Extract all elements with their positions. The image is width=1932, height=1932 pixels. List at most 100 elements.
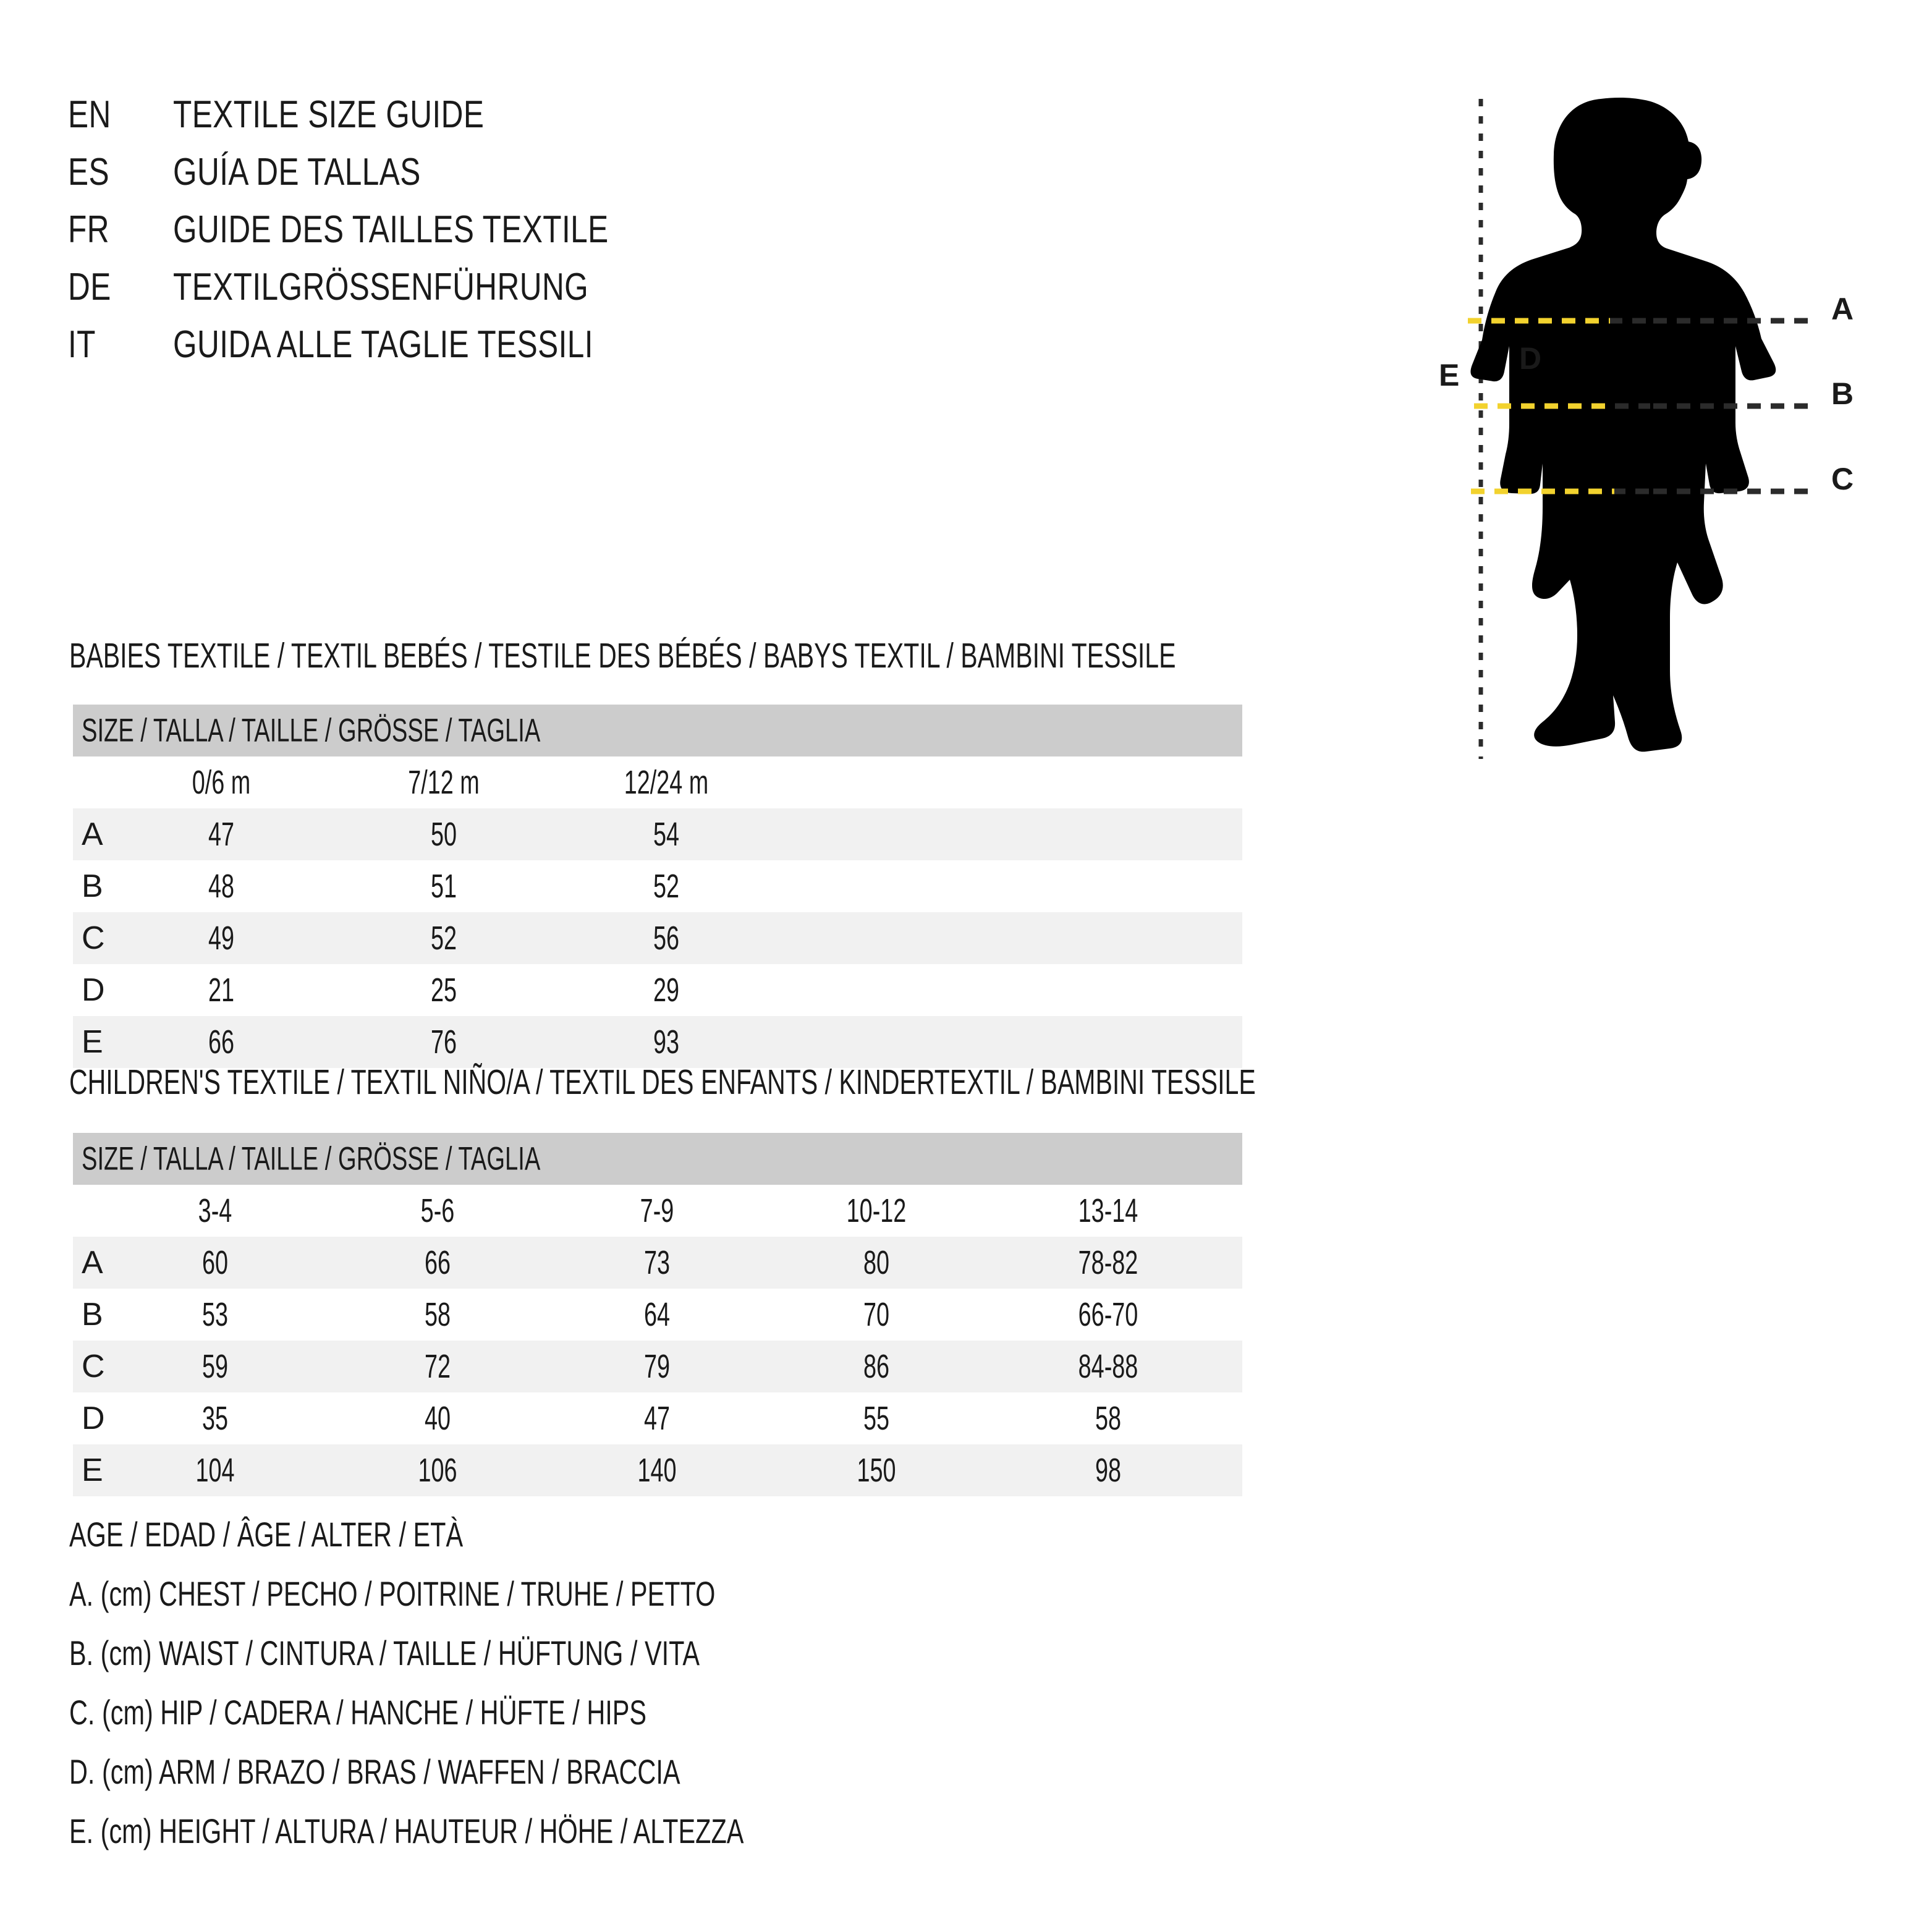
table-cell: 52 <box>653 868 680 905</box>
table-cell: 56 <box>653 920 680 957</box>
table-cell: 58 <box>424 1296 451 1333</box>
dimension-label-c: C <box>1831 462 1854 496</box>
babies-column-header-row: 0/6 m 7/12 m 12/24 m <box>73 756 1242 808</box>
children-column-header: 7-9 <box>640 1192 674 1229</box>
row-label: D <box>82 972 105 1008</box>
language-row-es: ES GUÍA DE TALLAS <box>68 150 1119 208</box>
children-column-header: 10-12 <box>846 1192 907 1229</box>
table-row: D 21 25 29 <box>73 964 1242 1016</box>
language-row-fr: FR GUIDE DES TAILLES TEXTILE <box>68 208 1119 265</box>
babies-column-header: 12/24 m <box>624 764 709 801</box>
table-cell: 51 <box>430 868 457 905</box>
children-column-header: 3-4 <box>198 1192 232 1229</box>
table-cell: 40 <box>424 1400 451 1437</box>
dimension-label-d: D <box>1519 341 1542 376</box>
measurement-legend: AGE / EDAD / ÂGE / ALTER / ETÀ A. (cm) C… <box>69 1514 981 1870</box>
table-cell: 58 <box>1095 1400 1122 1437</box>
table-cell: 76 <box>430 1023 457 1061</box>
table-cell: 47 <box>208 816 235 853</box>
row-label: E <box>82 1452 103 1488</box>
table-row: C 49 52 56 <box>73 912 1242 964</box>
row-label: B <box>82 868 103 904</box>
row-label: A <box>82 816 103 852</box>
table-cell: 66 <box>424 1244 451 1281</box>
children-column-header-row: 3-4 5-6 7-9 10-12 13-14 <box>73 1185 1242 1237</box>
language-title-fr: GUIDE DES TAILLES TEXTILE <box>173 208 609 251</box>
table-cell: 104 <box>195 1452 235 1489</box>
table-cell: 84-88 <box>1078 1348 1138 1385</box>
children-section-title: CHILDREN'S TEXTILE / TEXTIL NIÑO/A / TEX… <box>69 1062 1256 1102</box>
table-cell: 55 <box>863 1400 890 1437</box>
legend-item-d: D. (cm) ARM / BRAZO / BRAS / WAFFEN / BR… <box>69 1752 680 1791</box>
children-column-header: 13-14 <box>1078 1192 1138 1229</box>
language-title-block: EN TEXTILE SIZE GUIDE ES GUÍA DE TALLAS … <box>68 93 1119 380</box>
language-title-de: TEXTILGRÖSSENFÜHRUNG <box>173 266 589 308</box>
table-cell: 47 <box>643 1400 671 1437</box>
babies-table-band: SIZE / TALLA / TAILLE / GRÖSSE / TAGLIA <box>73 705 1242 756</box>
language-row-en: EN TEXTILE SIZE GUIDE <box>68 93 1119 150</box>
table-cell: 53 <box>201 1296 229 1333</box>
table-row: A 47 50 54 <box>73 808 1242 860</box>
children-table-band: SIZE / TALLA / TAILLE / GRÖSSE / TAGLIA <box>73 1133 1242 1185</box>
babies-column-header: 7/12 m <box>408 764 480 801</box>
table-cell: 93 <box>653 1023 680 1061</box>
babies-size-table: SIZE / TALLA / TAILLE / GRÖSSE / TAGLIA … <box>73 705 1242 1068</box>
language-title-en: TEXTILE SIZE GUIDE <box>173 93 485 136</box>
table-row: A 60 66 73 80 78-82 <box>73 1237 1242 1289</box>
table-cell: 35 <box>201 1400 229 1437</box>
table-cell: 70 <box>863 1296 890 1333</box>
table-cell: 66 <box>208 1023 235 1061</box>
table-cell: 21 <box>208 972 235 1009</box>
table-cell: 72 <box>424 1348 451 1385</box>
children-size-table: SIZE / TALLA / TAILLE / GRÖSSE / TAGLIA … <box>73 1133 1242 1496</box>
legend-item-c: C. (cm) HIP / CADERA / HANCHE / HÜFTE / … <box>69 1693 647 1732</box>
legend-item-b: B. (cm) WAIST / CINTURA / TAILLE / HÜFTU… <box>69 1633 700 1672</box>
children-column-header: 5-6 <box>420 1192 455 1229</box>
table-row: B 53 58 64 70 66-70 <box>73 1289 1242 1341</box>
language-code-en: EN <box>68 93 111 136</box>
legend-heading: AGE / EDAD / ÂGE / ALTER / ETÀ <box>69 1515 464 1554</box>
table-row: E 104 106 140 150 98 <box>73 1444 1242 1496</box>
row-label: C <box>82 920 105 956</box>
table-cell: 48 <box>208 868 235 905</box>
legend-item-a: A. (cm) CHEST / PECHO / POITRINE / TRUHE… <box>69 1574 716 1613</box>
language-code-fr: FR <box>68 208 109 251</box>
table-cell: 50 <box>430 816 457 853</box>
table-cell: 66-70 <box>1078 1296 1138 1333</box>
table-cell: 29 <box>653 972 680 1009</box>
table-cell: 86 <box>863 1348 890 1385</box>
table-cell: 49 <box>208 920 235 957</box>
table-row: E 66 76 93 <box>73 1016 1242 1068</box>
row-label: B <box>82 1297 103 1332</box>
table-cell: 106 <box>418 1452 457 1489</box>
measurement-diagram: E D A B C <box>1378 74 1885 779</box>
babies-band-label: SIZE / TALLA / TAILLE / GRÖSSE / TAGLIA <box>82 712 541 749</box>
language-code-es: ES <box>68 151 109 193</box>
language-title-es: GUÍA DE TALLAS <box>173 151 421 193</box>
row-label: D <box>82 1400 105 1436</box>
table-cell: 79 <box>643 1348 671 1385</box>
table-cell: 140 <box>637 1452 677 1489</box>
language-row-it: IT GUIDA ALLE TAGLIE TESSILI <box>68 323 1119 380</box>
table-cell: 64 <box>643 1296 671 1333</box>
language-title-it: GUIDA ALLE TAGLIE TESSILI <box>173 323 593 366</box>
language-code-it: IT <box>68 323 96 366</box>
table-cell: 52 <box>430 920 457 957</box>
children-band-label: SIZE / TALLA / TAILLE / GRÖSSE / TAGLIA <box>82 1140 541 1177</box>
row-label: C <box>82 1349 105 1384</box>
table-row: B 48 51 52 <box>73 860 1242 912</box>
legend-item-e: E. (cm) HEIGHT / ALTURA / HAUTEUR / HÖHE… <box>69 1811 744 1850</box>
dimension-label-e: E <box>1439 358 1460 392</box>
table-cell: 54 <box>653 816 680 853</box>
dimension-label-a: A <box>1831 292 1854 326</box>
table-cell: 60 <box>201 1244 229 1281</box>
row-label: A <box>82 1245 103 1281</box>
table-cell: 73 <box>643 1244 671 1281</box>
table-row: D 35 40 47 55 58 <box>73 1392 1242 1444</box>
table-cell: 80 <box>863 1244 890 1281</box>
language-code-de: DE <box>68 266 111 308</box>
table-cell: 78-82 <box>1078 1244 1138 1281</box>
dimension-label-b: B <box>1831 376 1854 411</box>
table-cell: 150 <box>857 1452 896 1489</box>
table-cell: 25 <box>430 972 457 1009</box>
